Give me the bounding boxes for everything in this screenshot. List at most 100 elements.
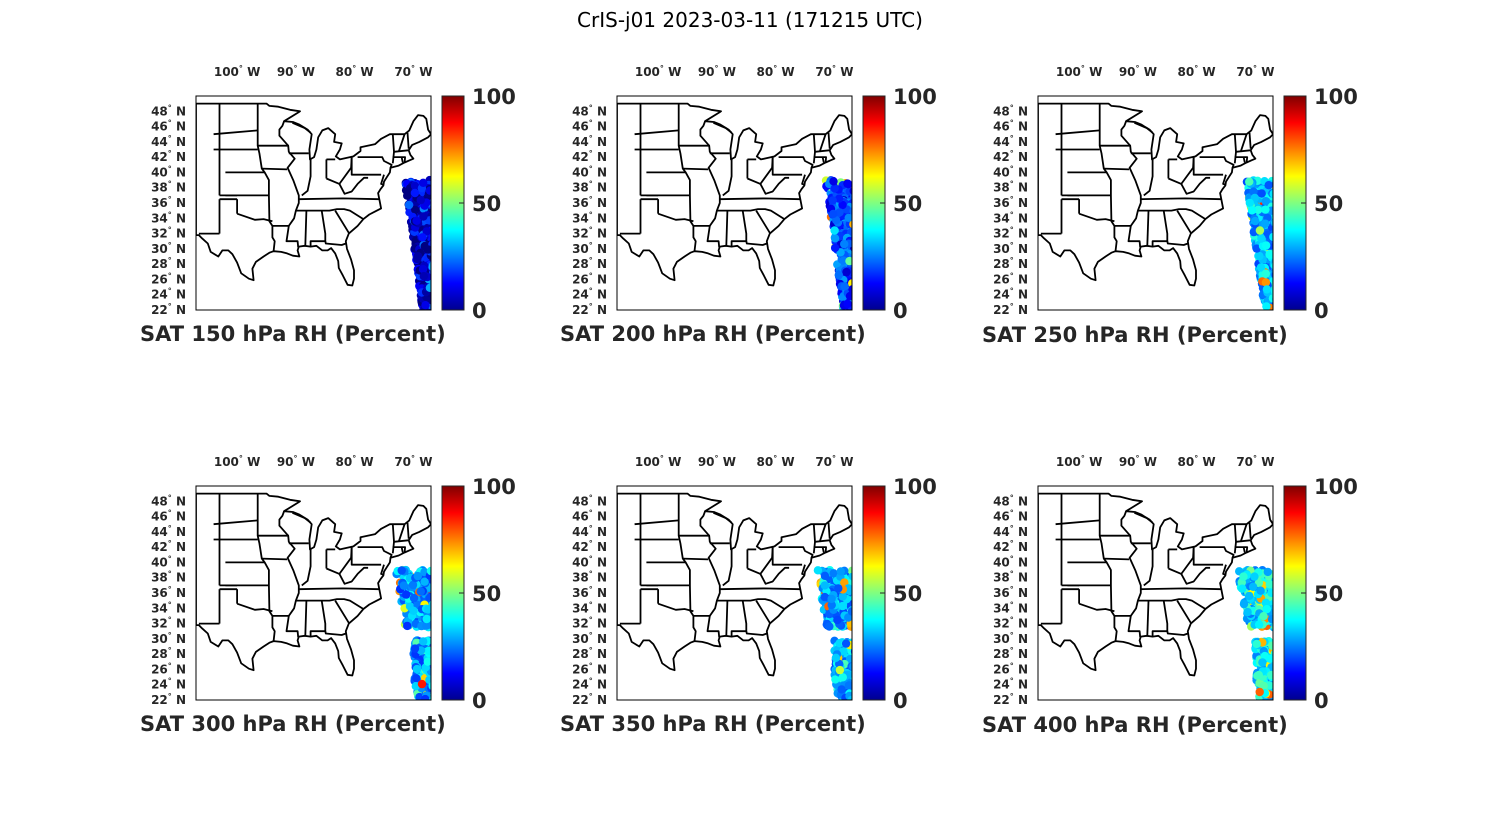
- state-border: [1199, 546, 1235, 559]
- rh-point: [854, 227, 862, 235]
- state-border: [755, 600, 771, 624]
- state-border: [745, 631, 768, 636]
- rh-point: [1262, 302, 1271, 310]
- map-frame: [616, 95, 853, 311]
- colorbar-tick-label: 50: [1314, 582, 1343, 606]
- rh-point: [1259, 612, 1268, 621]
- rh-point: [432, 293, 440, 301]
- rh-point: [1275, 681, 1283, 689]
- rh-point: [1273, 573, 1281, 581]
- rh-point: [851, 247, 852, 251]
- rh-point: [430, 583, 431, 587]
- rh-point: [1275, 658, 1283, 666]
- rh-point: [844, 613, 852, 622]
- rh-point: [851, 277, 852, 282]
- lon-tick-label: 90° W: [698, 64, 736, 79]
- lat-tick-label: 42° N: [572, 539, 607, 554]
- rh-point: [1274, 232, 1282, 240]
- rh-point: [1273, 607, 1281, 615]
- lat-tick-label: 44° N: [151, 134, 186, 149]
- state-border: [818, 523, 827, 543]
- rh-point: [431, 616, 439, 624]
- rh-point: [1274, 599, 1282, 607]
- state-border: [801, 174, 806, 186]
- rh-point: [1258, 658, 1267, 667]
- rh-point: [432, 246, 440, 254]
- rh-point: [854, 198, 862, 206]
- rh-point: [416, 587, 425, 596]
- state-border: [1192, 547, 1224, 566]
- state-border: [814, 539, 830, 543]
- map-background: [617, 486, 852, 700]
- rh-point: [433, 657, 441, 665]
- state-border: [1239, 133, 1248, 153]
- rh-point: [430, 649, 431, 652]
- state-border: [682, 557, 709, 561]
- rh-point: [840, 282, 849, 291]
- rh-point: [852, 663, 860, 671]
- rh-point: [1275, 195, 1283, 203]
- rh-point: [1239, 572, 1248, 581]
- colorbar-tick-label: 50: [1314, 192, 1343, 216]
- lat-tick-label: 38° N: [572, 180, 607, 195]
- rh-point: [853, 569, 861, 577]
- rh-point: [425, 593, 431, 602]
- rh-point: [1272, 196, 1273, 200]
- rh-point: [853, 231, 861, 239]
- lat-tick-label: 46° N: [572, 119, 607, 134]
- state-border: [1098, 103, 1116, 227]
- rh-point: [851, 281, 852, 286]
- lon-tick-label: 70° W: [1236, 454, 1274, 469]
- state-border: [682, 167, 709, 171]
- state-border: [813, 156, 827, 163]
- lat-tick-label: 48° N: [993, 493, 1028, 508]
- state-border: [392, 156, 406, 163]
- panel-title: SAT 300 hPa RH (Percent): [140, 712, 446, 736]
- country-outline: [1038, 102, 1273, 287]
- lat-tick-label: 28° N: [151, 256, 186, 271]
- rh-point: [827, 600, 836, 610]
- state-border: [1114, 225, 1142, 248]
- rh-point: [433, 272, 441, 280]
- rh-point: [852, 279, 860, 287]
- rh-point: [848, 285, 852, 294]
- state-border: [1235, 539, 1251, 543]
- rh-point: [1272, 247, 1273, 253]
- lon-tick-label: 80° W: [336, 64, 374, 79]
- rh-point: [851, 231, 852, 236]
- colorbar-tick-label: 50: [472, 582, 501, 606]
- rh-point: [431, 652, 439, 660]
- map-frame: [195, 485, 432, 701]
- rh-point: [849, 662, 852, 671]
- rh-point: [1274, 596, 1282, 604]
- lat-tick-label: 36° N: [572, 195, 607, 210]
- state-border: [1146, 210, 1150, 246]
- lat-tick-label: 42° N: [993, 149, 1028, 164]
- rh-point: [1274, 618, 1282, 626]
- state-border: [1199, 156, 1235, 169]
- rh-point: [1273, 271, 1281, 279]
- state-border: [1143, 549, 1154, 587]
- state-border: [745, 241, 768, 246]
- lat-tick-label: 26° N: [572, 661, 607, 676]
- rh-point: [853, 285, 861, 293]
- lat-tick-label: 28° N: [572, 646, 607, 661]
- rh-point: [1274, 281, 1282, 289]
- lat-tick-label: 28° N: [993, 256, 1028, 271]
- rh-point: [1275, 215, 1283, 223]
- rh-point: [408, 580, 418, 590]
- rh-point: [1243, 607, 1252, 617]
- lat-tick-label: 40° N: [151, 554, 186, 569]
- state-border: [699, 510, 721, 617]
- rh-point: [431, 575, 439, 583]
- rh-point: [853, 591, 861, 599]
- rh-point: [432, 601, 440, 609]
- lat-tick-label: 26° N: [993, 661, 1028, 676]
- rh-point: [430, 593, 431, 598]
- map-content: [196, 102, 441, 310]
- rh-point: [853, 662, 861, 670]
- rh-point: [432, 297, 440, 305]
- state-border: [1146, 600, 1150, 636]
- lon-tick-label: 100° W: [1056, 64, 1102, 79]
- rh-point: [844, 213, 852, 222]
